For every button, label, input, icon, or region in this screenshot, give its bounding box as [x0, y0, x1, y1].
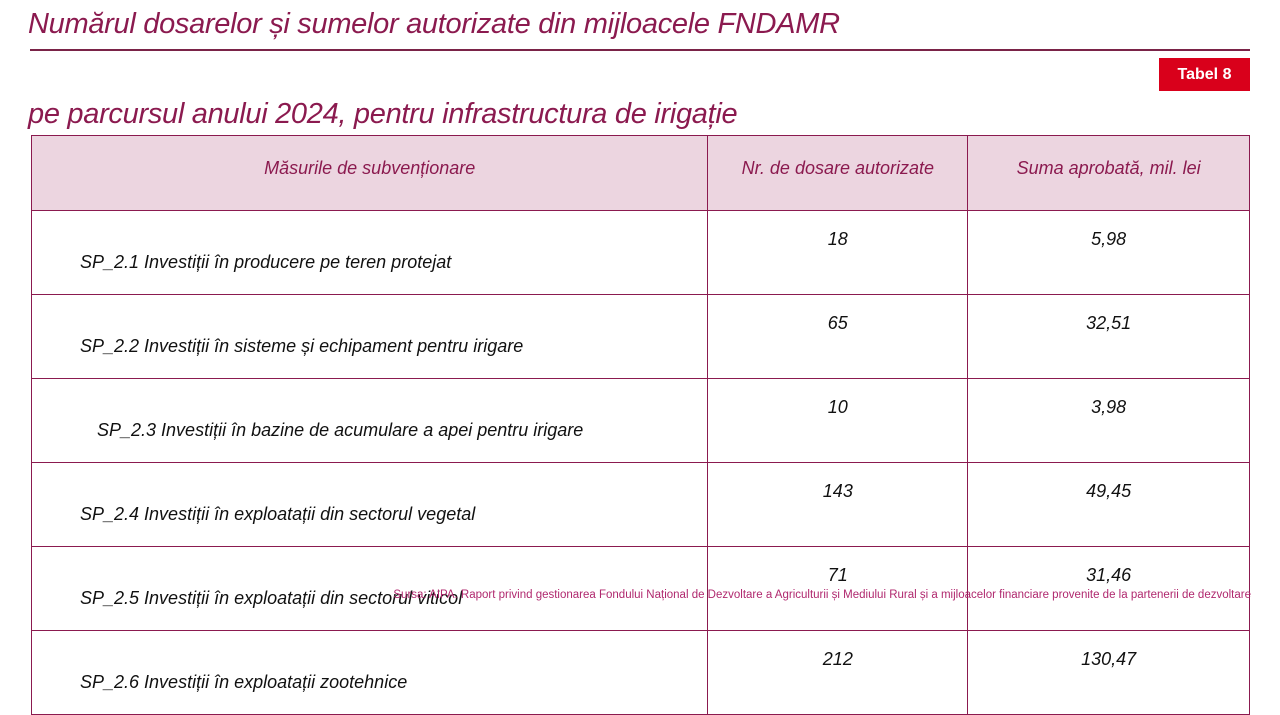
table-row: SP_2.2 Investiții în sisteme și echipame… — [30, 294, 1250, 379]
files-cell: 10 — [707, 378, 969, 463]
files-cell: 212 — [707, 630, 969, 715]
source-note: Sursa: AIPA. Raport privind gestionarea … — [393, 589, 1251, 601]
amount-cell: 5,98 — [967, 210, 1250, 295]
header-files: Nr. de dosare autorizate — [707, 135, 969, 211]
amount-cell: 130,47 — [967, 630, 1250, 715]
amount-cell: 49,45 — [967, 462, 1250, 547]
table-row: SP_2.3 Investiții în bazine de acumulare… — [30, 378, 1250, 463]
amount-cell: 3,98 — [967, 378, 1250, 463]
files-cell: 143 — [707, 462, 969, 547]
header-measures: Măsurile de subvenționare — [30, 135, 709, 211]
measure-cell: SP_2.3 Investiții în bazine de acumulare… — [30, 378, 709, 463]
amount-cell: 32,51 — [967, 294, 1250, 379]
table-row: SP_2.4 Investiții în exploatații din sec… — [30, 462, 1250, 547]
header-amount: Suma aprobată, mil. lei — [967, 135, 1250, 211]
table-title: Numărul dosarelor și sumelor autorizate … — [28, 8, 840, 40]
measure-cell: SP_2.4 Investiții în exploatații din sec… — [30, 462, 709, 547]
measure-cell: SP_2.6 Investiții în exploatații zootehn… — [30, 630, 709, 715]
data-table: Măsurile de subvenționare Nr. de dosare … — [30, 135, 1250, 715]
measure-cell: SP_2.2 Investiții în sisteme și echipame… — [30, 294, 709, 379]
table-number-badge: Tabel 8 — [1159, 58, 1250, 91]
table-subtitle: pe parcursul anului 2024, pentru infrast… — [28, 98, 738, 130]
measure-cell: SP_2.1 Investiții în producere pe teren … — [30, 210, 709, 295]
files-cell: 18 — [707, 210, 969, 295]
table-row: SP_2.6 Investiții în exploatații zootehn… — [30, 630, 1250, 715]
table-header-row: Măsurile de subvenționare Nr. de dosare … — [30, 135, 1250, 211]
title-divider — [30, 49, 1250, 51]
table-row: SP_2.1 Investiții în producere pe teren … — [30, 210, 1250, 295]
files-cell: 65 — [707, 294, 969, 379]
